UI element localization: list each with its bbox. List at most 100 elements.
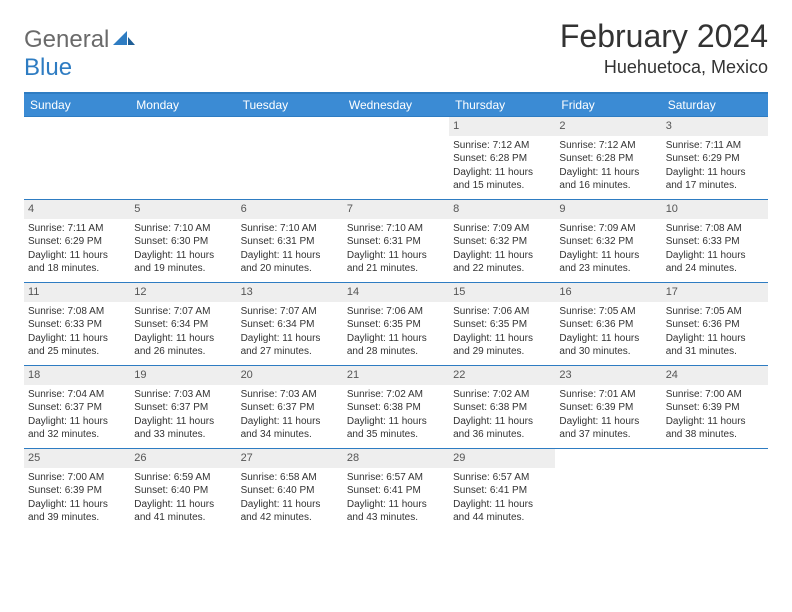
day-details: Sunrise: 7:01 AMSunset: 6:39 PMDaylight:…: [557, 388, 659, 442]
day-detail-line: Daylight: 11 hours and 41 minutes.: [134, 498, 232, 525]
weekday-header: Wednesday: [343, 94, 449, 116]
day-cell: 10Sunrise: 7:08 AMSunset: 6:33 PMDayligh…: [662, 200, 768, 282]
day-detail-line: Sunrise: 7:09 AM: [453, 222, 551, 236]
day-details: Sunrise: 7:11 AMSunset: 6:29 PMDaylight:…: [664, 139, 766, 193]
day-detail-line: Sunrise: 7:07 AM: [241, 305, 339, 319]
day-detail-line: Sunset: 6:32 PM: [559, 235, 657, 249]
day-cell: [343, 117, 449, 199]
day-number: 28: [343, 449, 449, 468]
day-detail-line: Sunset: 6:37 PM: [134, 401, 232, 415]
day-detail-line: Daylight: 11 hours and 25 minutes.: [28, 332, 126, 359]
day-detail-line: Sunrise: 6:59 AM: [134, 471, 232, 485]
day-number: 26: [130, 449, 236, 468]
day-number: 8: [449, 200, 555, 219]
day-detail-line: Sunset: 6:38 PM: [453, 401, 551, 415]
day-detail-line: Sunrise: 7:03 AM: [241, 388, 339, 402]
day-number: 22: [449, 366, 555, 385]
day-detail-line: Daylight: 11 hours and 23 minutes.: [559, 249, 657, 276]
day-detail-line: Sunset: 6:41 PM: [347, 484, 445, 498]
month-title: February 2024: [560, 18, 768, 55]
day-detail-line: Sunrise: 7:12 AM: [559, 139, 657, 153]
day-details: Sunrise: 7:08 AMSunset: 6:33 PMDaylight:…: [664, 222, 766, 276]
day-number: 20: [237, 366, 343, 385]
day-detail-line: Daylight: 11 hours and 34 minutes.: [241, 415, 339, 442]
calendar: Sunday Monday Tuesday Wednesday Thursday…: [24, 92, 768, 531]
day-details: Sunrise: 7:12 AMSunset: 6:28 PMDaylight:…: [451, 139, 553, 193]
week-row: 18Sunrise: 7:04 AMSunset: 6:37 PMDayligh…: [24, 365, 768, 448]
day-cell: 19Sunrise: 7:03 AMSunset: 6:37 PMDayligh…: [130, 366, 236, 448]
day-number: 17: [662, 283, 768, 302]
day-details: Sunrise: 6:57 AMSunset: 6:41 PMDaylight:…: [345, 471, 447, 525]
day-detail-line: Sunset: 6:39 PM: [559, 401, 657, 415]
day-cell: [555, 449, 661, 531]
day-number: 5: [130, 200, 236, 219]
day-number: 7: [343, 200, 449, 219]
day-cell: 9Sunrise: 7:09 AMSunset: 6:32 PMDaylight…: [555, 200, 661, 282]
day-number: 27: [237, 449, 343, 468]
day-cell: 26 Sunrise: 6:59 AMSunset: 6:40 PMDayligh…: [130, 449, 236, 531]
day-cell: 16Sunrise: 7:05 AMSunset: 6:36 PMDayligh…: [555, 283, 661, 365]
day-detail-line: Sunset: 6:28 PM: [559, 152, 657, 166]
day-detail-line: Daylight: 11 hours and 22 minutes.: [453, 249, 551, 276]
day-cell: 11 Sunrise: 7:08 AMSunset: 6:33 PMDayligh…: [24, 283, 130, 365]
day-detail-line: Sunrise: 7:02 AM: [347, 388, 445, 402]
day-detail-line: Sunrise: 7:04 AM: [28, 388, 126, 402]
day-cell: 8 Sunrise: 7:09 AMSunset: 6:32 PMDaylight…: [449, 200, 555, 282]
day-number: 24: [662, 366, 768, 385]
day-cell: 13 Sunrise: 7:07 AMSunset: 6:34 PMDayligh…: [237, 283, 343, 365]
day-detail-line: Daylight: 11 hours and 15 minutes.: [453, 166, 551, 193]
day-cell: 5 Sunrise: 7:10 AMSunset: 6:30 PMDaylight…: [130, 200, 236, 282]
day-cell: 25Sunrise: 7:00 AMSunset: 6:39 PMDayligh…: [24, 449, 130, 531]
day-detail-line: Daylight: 11 hours and 44 minutes.: [453, 498, 551, 525]
week-row: 4Sunrise: 7:11 AMSunset: 6:29 PMDaylight…: [24, 199, 768, 282]
day-number: 2: [555, 117, 661, 136]
day-detail-line: Daylight: 11 hours and 43 minutes.: [347, 498, 445, 525]
day-details: Sunrise: 7:10 AMSunset: 6:30 PMDaylight:…: [132, 222, 234, 276]
day-detail-line: Sunset: 6:38 PM: [347, 401, 445, 415]
day-detail-line: Sunrise: 7:05 AM: [559, 305, 657, 319]
weekday-header: Saturday: [662, 94, 768, 116]
day-detail-line: Sunset: 6:33 PM: [28, 318, 126, 332]
day-details: Sunrise: 7:03 AMSunset: 6:37 PMDaylight:…: [239, 388, 341, 442]
day-number: 29: [449, 449, 555, 468]
day-detail-line: Sunrise: 7:10 AM: [241, 222, 339, 236]
header: GeneralBlue February 2024 Huehuetoca, Me…: [24, 18, 768, 82]
day-number: 18: [24, 366, 130, 385]
day-number: 25: [24, 449, 130, 468]
day-details: Sunrise: 6:59 AMSunset: 6:40 PMDaylight:…: [132, 471, 234, 525]
week-row: 11Sunrise: 7:08 AMSunset: 6:33 PMDayligh…: [24, 282, 768, 365]
day-cell: 3Sunrise: 7:11 AMSunset: 6:29 PMDaylight…: [662, 117, 768, 199]
day-number: 12: [130, 283, 236, 302]
day-detail-line: Sunset: 6:29 PM: [28, 235, 126, 249]
day-detail-line: Sunset: 6:29 PM: [666, 152, 764, 166]
weekday-header: Sunday: [24, 94, 130, 116]
day-cell: 22Sunrise: 7:02 AMSunset: 6:38 PMDayligh…: [449, 366, 555, 448]
day-details: Sunrise: 7:07 AMSunset: 6:34 PMDaylight:…: [239, 305, 341, 359]
logo-blue: Blue: [24, 54, 72, 81]
day-detail-line: Sunrise: 7:01 AM: [559, 388, 657, 402]
weekday-header: Monday: [130, 94, 236, 116]
day-detail-line: Daylight: 11 hours and 36 minutes.: [453, 415, 551, 442]
day-details: Sunrise: 7:09 AMSunset: 6:32 PMDaylight:…: [451, 222, 553, 276]
day-details: Sunrise: 7:04 AMSunset: 6:37 PMDaylight:…: [26, 388, 128, 442]
day-details: Sunrise: 7:06 AMSunset: 6:35 PMDaylight:…: [451, 305, 553, 359]
weekday-header: Tuesday: [237, 94, 343, 116]
day-detail-line: Sunrise: 7:12 AM: [453, 139, 551, 153]
day-detail-line: Sunrise: 7:08 AM: [666, 222, 764, 236]
day-details: Sunrise: 7:08 AMSunset: 6:33 PMDaylight:…: [26, 305, 128, 359]
day-number: 21: [343, 366, 449, 385]
day-number: 9: [555, 200, 661, 219]
day-detail-line: Daylight: 11 hours and 39 minutes.: [28, 498, 126, 525]
day-detail-line: Sunrise: 7:10 AM: [134, 222, 232, 236]
day-detail-line: Sunrise: 7:08 AM: [28, 305, 126, 319]
day-detail-line: Daylight: 11 hours and 30 minutes.: [559, 332, 657, 359]
day-detail-line: Daylight: 11 hours and 35 minutes.: [347, 415, 445, 442]
weekday-header-row: Sunday Monday Tuesday Wednesday Thursday…: [24, 94, 768, 116]
day-cell: 18 Sunrise: 7:04 AMSunset: 6:37 PMDayligh…: [24, 366, 130, 448]
day-detail-line: Daylight: 11 hours and 16 minutes.: [559, 166, 657, 193]
day-detail-line: Sunset: 6:39 PM: [666, 401, 764, 415]
day-detail-line: Daylight: 11 hours and 26 minutes.: [134, 332, 232, 359]
day-detail-line: Sunset: 6:35 PM: [453, 318, 551, 332]
day-number: 13: [237, 283, 343, 302]
day-number: 11: [24, 283, 130, 302]
